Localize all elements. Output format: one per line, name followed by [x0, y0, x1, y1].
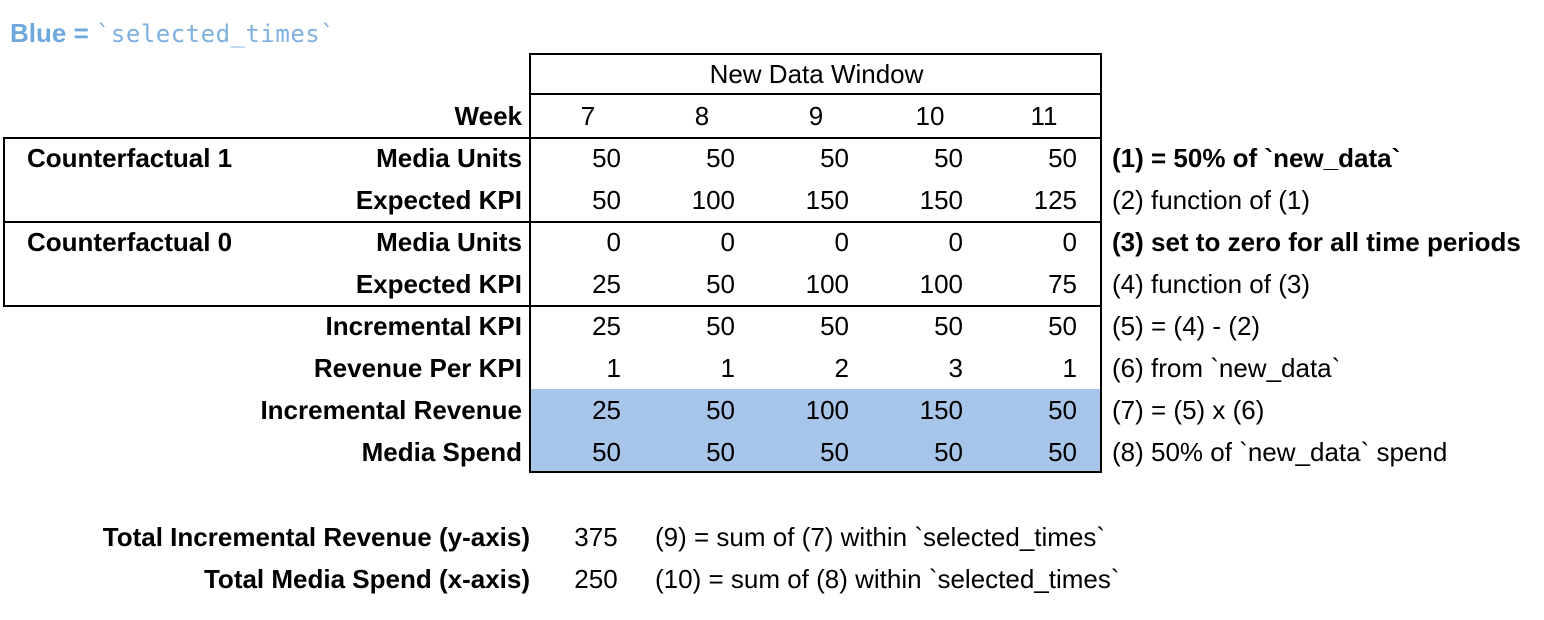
data-cell: 50 [592, 185, 621, 215]
data-box-right-border [1100, 53, 1102, 473]
data-cell-highlighted: 50 [1048, 395, 1077, 425]
data-cell: 1 [720, 353, 735, 383]
data-box-left-border [529, 53, 531, 473]
data-cell: 150 [805, 185, 849, 215]
data-cell: 25 [592, 269, 621, 299]
week-cell: 9 [808, 101, 824, 131]
table-border-under-week-row [3, 137, 1102, 139]
data-cell: 100 [691, 185, 735, 215]
row-label: Media Spend [361, 437, 522, 467]
data-cell: 3 [948, 353, 963, 383]
summary-value: 250 [574, 564, 618, 594]
data-cell: 50 [820, 143, 849, 173]
row-label: Media Units [376, 143, 522, 173]
data-cell: 0 [948, 227, 963, 257]
data-cell-highlighted: 100 [805, 395, 849, 425]
row-label: Incremental KPI [325, 311, 522, 341]
table-border-between-counterfactuals [3, 221, 1102, 223]
label-box-left-border [3, 137, 5, 307]
data-cell: 25 [592, 311, 621, 341]
new-data-window-header: New Data Window [709, 59, 924, 89]
data-cell: 50 [1048, 311, 1077, 341]
data-cell: 50 [820, 311, 849, 341]
week-cell: 8 [694, 101, 710, 131]
data-cell: 100 [919, 269, 963, 299]
table-row-cf1-media-units: Counterfactual 1 Media Units 50 50 50 50… [0, 137, 1544, 179]
row-note: (8) 50% of `new_data` spend [1112, 437, 1448, 467]
row-label: Incremental Revenue [260, 395, 522, 425]
table-row-cf0-expected-kpi: Expected KPI 25 50 100 100 75 (4) functi… [0, 263, 1544, 305]
row-note: (3) set to zero for all time periods [1112, 227, 1521, 257]
data-cell-highlighted: 50 [706, 395, 735, 425]
row-note: (5) = (4) - (2) [1112, 311, 1261, 341]
data-cell: 75 [1048, 269, 1077, 299]
summary-row-total-incremental-revenue: Total Incremental Revenue (y-axis) 375 (… [0, 516, 1544, 558]
table-row-cf1-expected-kpi: Expected KPI 50 100 150 150 125 (2) func… [0, 179, 1544, 221]
legend-label: Blue = [10, 18, 96, 48]
row-note: (7) = (5) x (6) [1112, 395, 1265, 425]
data-cell: 100 [805, 269, 849, 299]
data-cell: 50 [706, 311, 735, 341]
week-row-label: Week [454, 101, 522, 131]
legend: Blue = `selected_times` [10, 16, 335, 51]
row-label: Expected KPI [355, 269, 522, 299]
data-cell: 150 [919, 185, 963, 215]
table-border-under-window-header [529, 93, 1102, 95]
data-cell: 50 [592, 143, 621, 173]
table-row-media-spend: Media Spend 50 50 50 50 50 (8) 50% of `n… [0, 431, 1544, 473]
data-cell-highlighted: 25 [592, 395, 621, 425]
legend-code-selected-times: `selected_times` [95, 20, 336, 48]
data-cell: 125 [1033, 185, 1077, 215]
week-row: Week 7 8 9 10 11 [0, 95, 1544, 137]
row-note: (4) function of (3) [1112, 269, 1310, 299]
data-cell-highlighted: 50 [592, 437, 621, 467]
summary-label: Total Media Spend (x-axis) [203, 564, 530, 594]
data-cell: 50 [934, 143, 963, 173]
data-cell: 0 [834, 227, 849, 257]
selected-times-highlight [531, 389, 1100, 471]
row-label: Revenue Per KPI [313, 353, 522, 383]
data-cell: 1 [1062, 353, 1077, 383]
table-border-top [529, 53, 1102, 55]
data-cell: 0 [720, 227, 735, 257]
week-cell: 7 [580, 101, 596, 131]
summary-row-total-media-spend: Total Media Spend (x-axis) 250 (10) = su… [0, 558, 1544, 600]
table-border-bottom [529, 471, 1102, 473]
week-cell: 10 [915, 101, 945, 131]
week-cell: 11 [1030, 101, 1058, 131]
data-cell-highlighted: 150 [919, 395, 963, 425]
section-label-counterfactual-1: Counterfactual 1 [27, 143, 233, 173]
row-note: (2) function of (1) [1112, 185, 1310, 215]
data-cell-highlighted: 50 [1048, 437, 1077, 467]
table-row-revenue-per-kpi: Revenue Per KPI 1 1 2 3 1 (6) from `new_… [0, 347, 1544, 389]
data-cell: 50 [1048, 143, 1077, 173]
summary-note: (10) = sum of (8) within `selected_times… [655, 564, 1120, 594]
section-label-counterfactual-0: Counterfactual 0 [27, 227, 233, 257]
summary-value: 375 [574, 522, 618, 552]
data-cell: 2 [834, 353, 849, 383]
table-row-incremental-kpi: Incremental KPI 25 50 50 50 50 (5) = (4)… [0, 305, 1544, 347]
data-cell: 50 [706, 269, 735, 299]
data-cell-highlighted: 50 [820, 437, 849, 467]
table-row-cf0-media-units: Counterfactual 0 Media Units 0 0 0 0 0 (… [0, 221, 1544, 263]
data-cell-highlighted: 50 [934, 437, 963, 467]
data-cell: 50 [934, 311, 963, 341]
summary-label: Total Incremental Revenue (y-axis) [102, 522, 530, 552]
row-note: (6) from `new_data` [1112, 353, 1341, 383]
row-label: Expected KPI [355, 185, 522, 215]
data-cell-highlighted: 50 [706, 437, 735, 467]
table-border-under-counterfactual0 [3, 305, 1102, 307]
row-note: (1) = 50% of `new_data` [1112, 143, 1401, 173]
row-label: Media Units [376, 227, 522, 257]
data-cell: 1 [606, 353, 621, 383]
data-cell: 50 [706, 143, 735, 173]
summary-note: (9) = sum of (7) within `selected_times` [655, 522, 1106, 552]
table-row-incremental-revenue: Incremental Revenue 25 50 100 150 50 (7)… [0, 389, 1544, 431]
data-cell: 0 [606, 227, 621, 257]
data-cell: 0 [1062, 227, 1077, 257]
